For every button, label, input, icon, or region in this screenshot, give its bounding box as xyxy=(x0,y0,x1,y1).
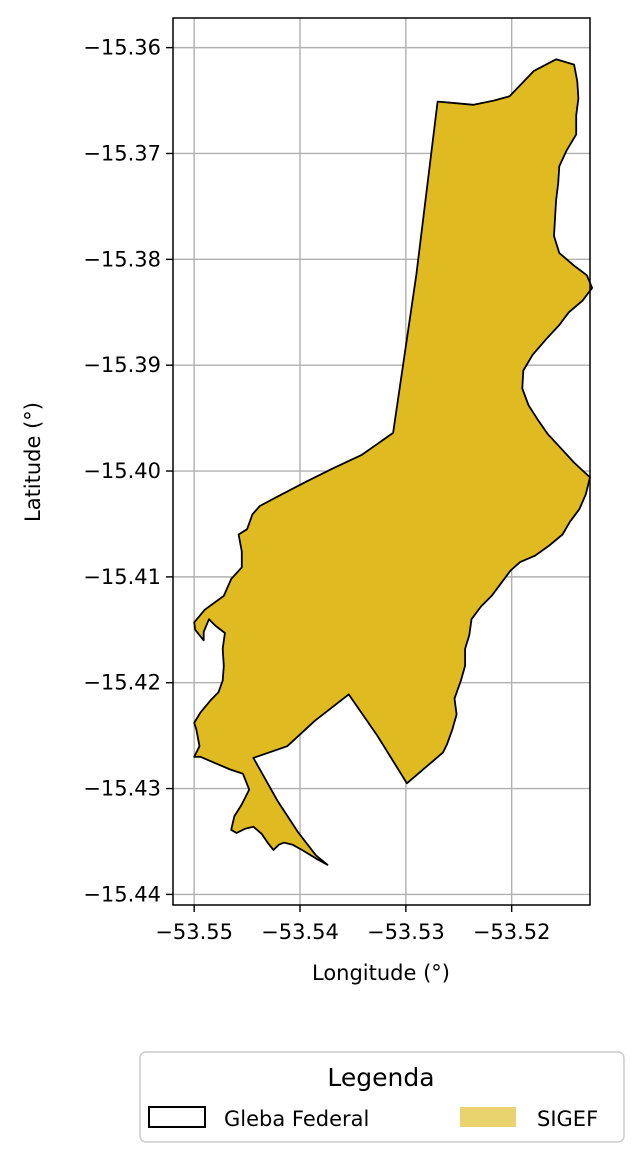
y-tick-label: −15.38 xyxy=(83,247,161,271)
legend-swatch-sigef xyxy=(460,1107,516,1127)
y-tick-label: −15.37 xyxy=(83,141,161,165)
y-tick-label: −15.42 xyxy=(83,671,161,695)
x-tick-label: −53.52 xyxy=(473,920,551,944)
y-tick-label: −15.41 xyxy=(83,565,161,589)
legend-label-gleba-federal: Gleba Federal xyxy=(224,1107,369,1131)
x-axis-ticks: −53.55 −53.54 −53.53 −53.52 xyxy=(155,905,551,944)
legend-swatch-gleba-federal xyxy=(148,1106,206,1128)
legend: Legenda Gleba Federal SIGEF xyxy=(139,1051,625,1143)
y-axis-label: Latitude (°) xyxy=(21,402,45,522)
y-tick-label: −15.40 xyxy=(83,459,161,483)
x-tick-label: −53.54 xyxy=(261,920,339,944)
x-tick-label: −53.53 xyxy=(367,920,445,944)
legend-label-sigef: SIGEF xyxy=(537,1107,598,1131)
sigef-polygon xyxy=(193,58,593,866)
plot-frame xyxy=(172,17,591,906)
y-tick-label: −15.44 xyxy=(83,882,161,906)
y-tick-label: −15.36 xyxy=(83,36,161,60)
legend-title: Legenda xyxy=(327,1063,434,1092)
x-tick-label: −53.55 xyxy=(155,920,233,944)
x-axis-label: Longitude (°) xyxy=(312,961,450,985)
y-tick-label: −15.39 xyxy=(83,353,161,377)
y-tick-label: −15.43 xyxy=(83,777,161,801)
y-axis-ticks: −15.36 −15.37 −15.38 −15.39 −15.40 −15.41 −15.… xyxy=(83,36,173,906)
